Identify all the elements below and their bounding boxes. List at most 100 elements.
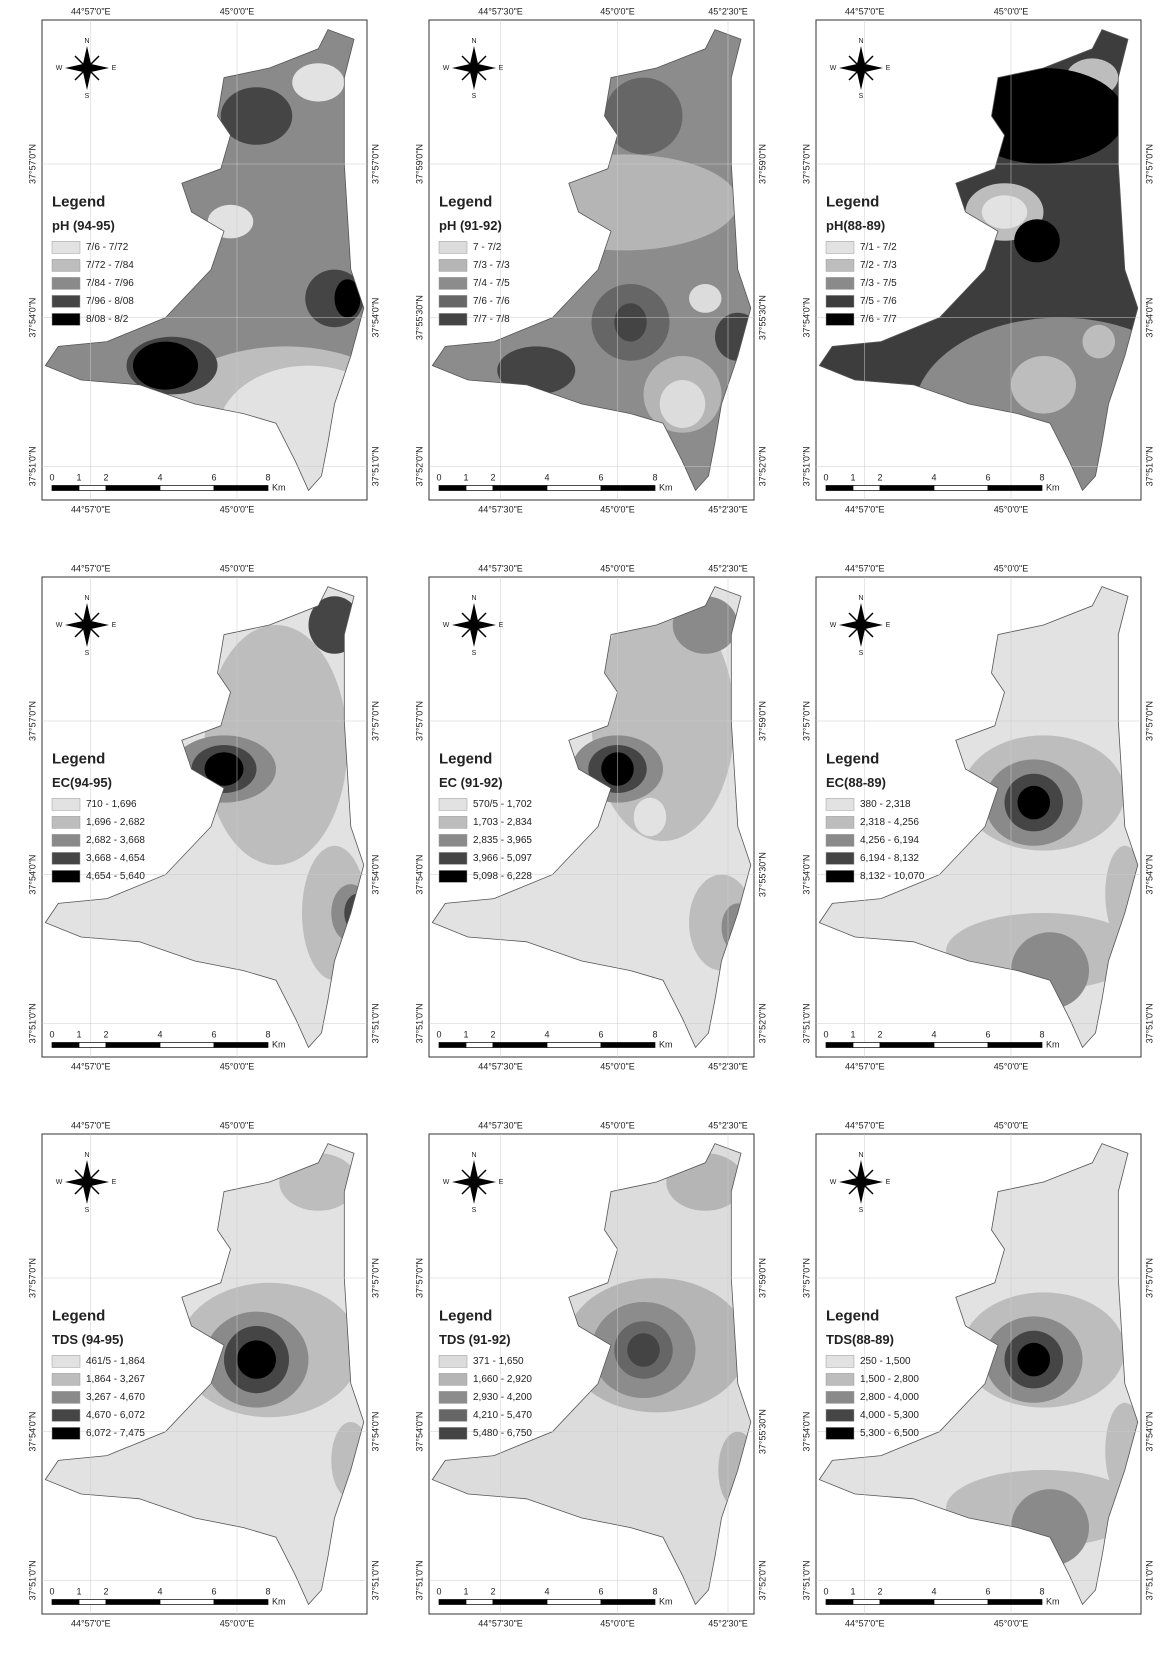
legend-swatch [438, 834, 468, 847]
scale-segment [465, 485, 494, 491]
lat-label: 37°54'0"N [370, 1412, 380, 1452]
compass-star-minor [848, 55, 874, 81]
legend-label: 250 - 1,500 [860, 1356, 911, 1367]
scale-label: 2 [103, 1586, 108, 1596]
compass-letter: W [830, 1179, 837, 1186]
scale-label: 1 [463, 1586, 468, 1596]
compass-letter: E [499, 1179, 504, 1186]
scale-label: 2 [103, 472, 108, 482]
compass-letter: E [112, 1179, 117, 1186]
lon-label: 45°0'0"E [994, 1061, 1029, 1071]
lat-label: 37°57'0"N [27, 144, 37, 184]
compass-star-minor [461, 612, 487, 638]
legend-swatch [438, 1355, 468, 1368]
scale-label: 4 [544, 1029, 549, 1039]
scale-segment [825, 1599, 854, 1605]
compass-letter: S [472, 93, 477, 100]
legend-label: 7/7 - 7/8 [473, 314, 510, 325]
lat-label: 37°54'0"N [801, 855, 811, 895]
legend-label: 7/6 - 7/6 [473, 296, 510, 307]
lon-label: 44°57'0"E [71, 563, 111, 573]
legend-label: 1,500 - 2,800 [860, 1374, 919, 1385]
legend-heading: Legend [439, 1307, 492, 1324]
compass-letter: W [830, 65, 837, 72]
compass-letter: S [859, 650, 864, 657]
legend-label: 7/1 - 7/2 [860, 242, 897, 253]
zones [946, 735, 1138, 1009]
lon-label: 45°0'0"E [994, 1120, 1029, 1130]
study-area [45, 1143, 364, 1605]
legend-label: 380 - 2,318 [860, 799, 911, 810]
scale-label: 0 [823, 1029, 828, 1039]
zone [220, 87, 293, 145]
lon-label: 45°2'30"E [708, 563, 748, 573]
lat-label: 37°54'0"N [1144, 855, 1154, 895]
compass-letter: S [472, 650, 477, 657]
scale-segment [492, 485, 548, 491]
scale-label: 4 [157, 472, 162, 482]
lon-label: 45°0'0"E [220, 6, 255, 16]
zone [497, 346, 576, 395]
legend-label: 1,696 - 2,682 [86, 817, 145, 828]
scale-label: 8 [652, 472, 657, 482]
scale-label: 2 [490, 472, 495, 482]
lat-label: 37°51'0"N [801, 446, 811, 486]
legend-label: 1,864 - 3,267 [86, 1374, 145, 1385]
compass-letter: N [84, 595, 89, 602]
legend-swatch [51, 1355, 81, 1368]
scale-segment [465, 1599, 494, 1605]
compass-letter: W [56, 622, 63, 629]
legend-heading: Legend [439, 193, 492, 210]
legend-swatch [51, 870, 81, 883]
lat-label: 37°51'0"N [1144, 1560, 1154, 1600]
scale-label: 6 [985, 1586, 990, 1596]
lon-label: 45°0'0"E [600, 1120, 635, 1130]
scale-segment [987, 485, 1043, 491]
compass-letter: E [112, 65, 117, 72]
study-area-outline [431, 29, 752, 492]
zone [689, 284, 722, 313]
scale-label: 8 [1039, 1586, 1044, 1596]
compass-letter: W [443, 1179, 450, 1186]
compass-letter: E [886, 65, 891, 72]
legend-swatch [825, 1373, 855, 1386]
legend-title: pH(88-89) [826, 218, 885, 233]
lat-label: 37°54'0"N [27, 855, 37, 895]
zone [1082, 324, 1115, 359]
zone [659, 380, 706, 428]
scale-label: 6 [211, 1029, 216, 1039]
legend-label: 2,835 - 3,965 [473, 835, 532, 846]
lat-label: 37°55'30"N [757, 295, 767, 340]
legend-swatch [825, 1427, 855, 1440]
lon-label: 45°2'30"E [708, 1120, 748, 1130]
lat-label: 37°54'0"N [801, 298, 811, 338]
compass-star-minor [461, 55, 487, 81]
scale-label: 2 [490, 1029, 495, 1039]
lat-label: 37°57'0"N [801, 144, 811, 184]
scale-segment [78, 1042, 107, 1048]
legend-swatch [825, 870, 855, 883]
lon-label: 45°0'0"E [220, 1618, 255, 1628]
zone [1017, 1342, 1050, 1377]
legend-label: 7/5 - 7/6 [860, 296, 897, 307]
compass-letter: W [443, 622, 450, 629]
scale-segment [105, 1042, 161, 1048]
scale-segment [852, 1042, 881, 1048]
legend-swatch [438, 259, 468, 272]
scale-label: 6 [598, 472, 603, 482]
lon-label: 45°0'0"E [220, 1120, 255, 1130]
scale-label: 8 [1039, 1029, 1044, 1039]
legend-label: 570/5 - 1,702 [473, 799, 532, 810]
legend-swatch [825, 1355, 855, 1368]
lat-label: 37°59'0"N [414, 144, 424, 184]
legend-label: 4,210 - 5,470 [473, 1410, 532, 1421]
lon-label: 44°57'30"E [478, 6, 523, 16]
map-panel: 44°57'0"E 45°0'0"E 44°57'0"E 45°0'0"E 37°57'… [27, 563, 380, 1071]
study-area-outline [44, 1143, 365, 1606]
legend-label: 7/3 - 7/3 [473, 260, 510, 271]
compass-letter: E [886, 622, 891, 629]
scale-unit: Km [659, 482, 673, 492]
map-panel: 44°57'30"E 45°0'0"E 45°2'30"E 44°57'30"E 45°… [414, 1120, 767, 1628]
scale-label: 2 [877, 1029, 882, 1039]
zone [292, 63, 345, 102]
